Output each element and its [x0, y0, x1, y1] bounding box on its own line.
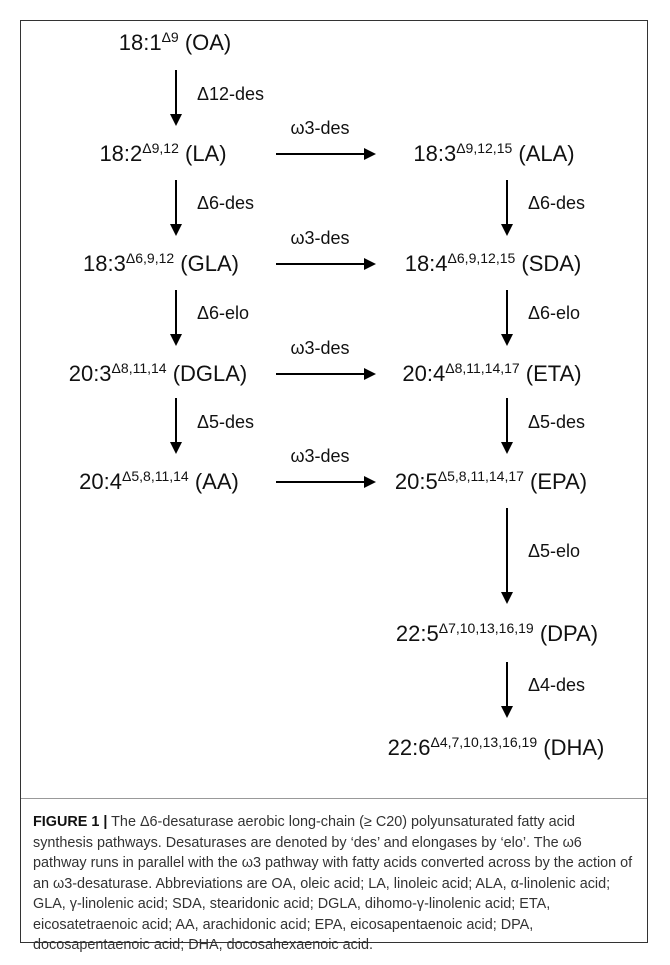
- node-sda-positions: Δ6,9,12,15: [447, 250, 516, 266]
- node-oa: 18:1Δ9 (OA): [119, 30, 232, 56]
- node-aa: 20:4Δ5,8,11,14 (AA): [79, 469, 239, 495]
- node-epa-abbr: (EPA): [523, 469, 588, 494]
- node-dgla-positions: Δ8,11,14: [111, 360, 167, 376]
- node-gla-positions: Δ6,9,12: [125, 250, 175, 266]
- edge-label-gla-sda: ω3-des: [290, 228, 350, 248]
- node-eta-abbr: (ETA): [519, 361, 582, 386]
- node-ala-formula: 18:3: [413, 141, 457, 166]
- node-dpa: 22:5Δ7,10,13,16,19 (DPA): [396, 621, 598, 647]
- node-epa-positions: Δ5,8,11,14,17: [437, 468, 524, 484]
- node-ala-positions: Δ9,12,15: [456, 140, 513, 156]
- edge-label-ala-sda: Δ6-des: [528, 193, 586, 213]
- edge-label-eta-epa: Δ5-des: [528, 412, 586, 432]
- node-aa-positions: Δ5,8,11,14: [122, 468, 189, 484]
- node-gla-formula: 18:3: [83, 251, 126, 276]
- figure-caption: FIGURE 1 | The Δ6-desaturase aerobic lon…: [33, 812, 635, 956]
- edge-label-dpa-dha: Δ4-des: [528, 675, 586, 695]
- node-dgla-formula: 20:3: [68, 361, 112, 386]
- node-oa-formula: 18:1: [118, 30, 162, 55]
- edge-label-la-ala: ω3-des: [290, 118, 350, 138]
- node-gla-abbr: (GLA): [174, 251, 239, 276]
- edge-label-dgla-eta: ω3-des: [290, 338, 350, 358]
- node-sda-formula: 18:4: [404, 251, 448, 276]
- node-oa-abbr: (OA): [178, 30, 232, 55]
- caption-divider: [21, 798, 647, 799]
- caption-text: The Δ6-desaturase aerobic long-chain (≥ …: [33, 814, 633, 953]
- edge-label-sda-eta: Δ6-elo: [528, 303, 581, 323]
- edge-label-oa-la: Δ12-des: [197, 84, 265, 104]
- node-eta: 20:4Δ8,11,14,17 (ETA): [402, 361, 581, 387]
- edge-label-gla-dgla: Δ6-elo: [197, 303, 250, 323]
- node-dgla: 20:3Δ8,11,14 (DGLA): [69, 361, 248, 387]
- figure-frame: [20, 20, 648, 943]
- edge-label-aa-epa: ω3-des: [290, 446, 350, 466]
- node-dpa-formula: 22:5: [395, 621, 439, 646]
- node-la-abbr: (LA): [178, 141, 227, 166]
- edge-label-dgla-aa: Δ5-des: [197, 412, 255, 432]
- node-dpa-abbr: (DPA): [533, 621, 599, 646]
- node-eta-formula: 20:4: [402, 361, 446, 386]
- node-aa-abbr: (AA): [188, 469, 239, 494]
- node-gla: 18:3Δ6,9,12 (GLA): [83, 251, 239, 277]
- node-aa-formula: 20:4: [79, 469, 122, 494]
- node-dgla-abbr: (DGLA): [166, 361, 248, 386]
- node-dha-positions: Δ4,7,10,13,16,19: [430, 734, 538, 750]
- edge-label-epa-dpa: Δ5-elo: [528, 541, 581, 561]
- node-la-formula: 18:2: [99, 141, 143, 166]
- node-dha-formula: 22:6: [387, 735, 431, 760]
- node-dpa-positions: Δ7,10,13,16,19: [438, 620, 534, 636]
- node-dha-abbr: (DHA): [537, 735, 605, 760]
- node-oa-positions: Δ9: [161, 29, 179, 45]
- node-dha: 22:6Δ4,7,10,13,16,19 (DHA): [388, 735, 605, 761]
- node-la-positions: Δ9,12: [142, 140, 179, 156]
- node-sda: 18:4Δ6,9,12,15 (SDA): [405, 251, 582, 277]
- caption-lead: FIGURE 1 |: [33, 814, 108, 830]
- edge-label-la-gla: Δ6-des: [197, 193, 255, 213]
- node-ala-abbr: (ALA): [512, 141, 575, 166]
- node-ala: 18:3Δ9,12,15 (ALA): [413, 141, 574, 167]
- node-epa: 20:5Δ5,8,11,14,17 (EPA): [395, 469, 587, 495]
- node-la: 18:2Δ9,12 (LA): [99, 141, 226, 167]
- node-epa-formula: 20:5: [394, 469, 438, 494]
- node-eta-positions: Δ8,11,14,17: [445, 360, 520, 376]
- node-sda-abbr: (SDA): [515, 251, 582, 276]
